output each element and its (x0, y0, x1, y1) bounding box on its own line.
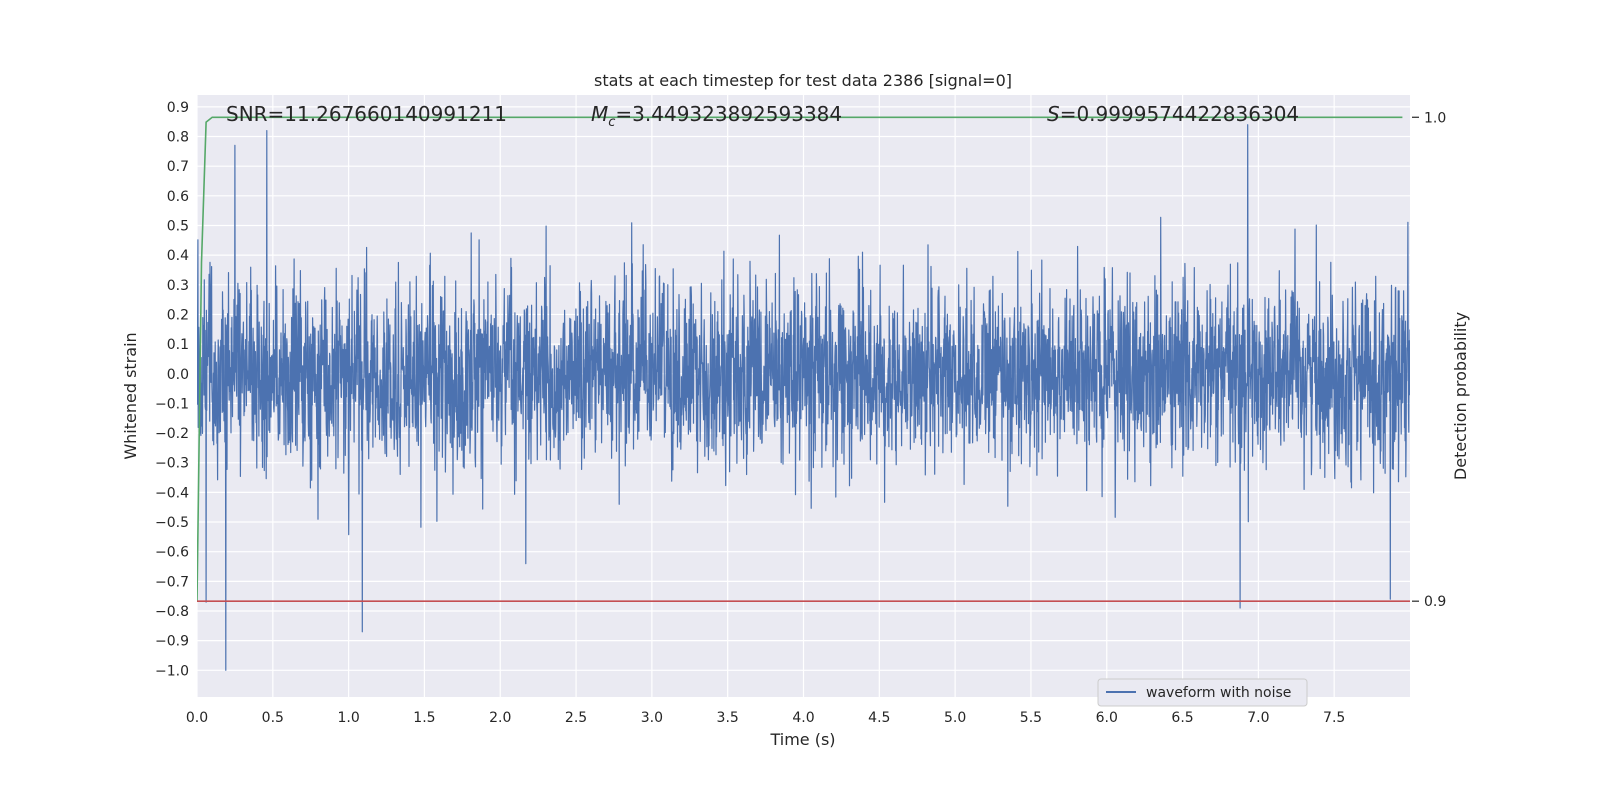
y-right-tick-label: 1.0 (1424, 110, 1446, 126)
x-tick-label: 3.5 (717, 710, 739, 726)
legend-label: waveform with noise (1146, 685, 1291, 701)
legend: waveform with noise (1097, 678, 1308, 707)
y-tick-label: 0.7 (167, 159, 189, 175)
series-waveform-with-noise (197, 124, 1410, 671)
y-tick-label: −0.9 (155, 634, 189, 650)
y-tick-label: −0.5 (155, 515, 189, 531)
x-tick-label: 7.0 (1247, 710, 1269, 726)
y-right-tick-label: 0.9 (1424, 594, 1446, 610)
y-tick-label: −0.3 (155, 456, 189, 472)
x-tick-label: 3.0 (641, 710, 663, 726)
legend-box (1097, 678, 1308, 707)
x-tick-label: 6.5 (1171, 710, 1193, 726)
y-tick-label: −0.1 (155, 396, 189, 412)
y-tick-label: −0.4 (155, 485, 189, 501)
x-tick-label: 7.5 (1323, 710, 1345, 726)
snr-annotation: SNR=11.267660140991211 (226, 102, 507, 126)
x-tick-label: 0.5 (262, 710, 284, 726)
y-tick-label: 0.3 (167, 278, 189, 294)
y-tick-label: 0.4 (167, 248, 189, 264)
y-tick-label: 0.0 (167, 367, 189, 383)
mc-annotation: Mc=3.449323892593384 (591, 102, 842, 130)
x-tick-label: 6.0 (1096, 710, 1118, 726)
series-layer (197, 116, 1410, 671)
y-tick-label: 0.2 (167, 307, 189, 323)
y-tick-label: −0.8 (155, 604, 189, 620)
x-tick-label: 5.5 (1020, 710, 1042, 726)
y-tick-label: 0.8 (167, 130, 189, 146)
x-axis-label: Time (s) (769, 730, 835, 749)
y-tick-label: −1.0 (155, 663, 189, 679)
chart-title: stats at each timestep for test data 238… (594, 71, 1012, 90)
y-tick-label: 0.1 (167, 337, 189, 353)
y-tick-label: 0.5 (167, 218, 189, 234)
x-tick-label: 1.5 (413, 710, 435, 726)
y-axis-label: Whitened strain (121, 332, 140, 459)
x-tick-label: 5.0 (944, 710, 966, 726)
y-tick-label: −0.2 (155, 426, 189, 442)
x-tick-label: 2.0 (489, 710, 511, 726)
series-green-line (197, 116, 1403, 602)
y-tick-label: −0.6 (155, 545, 189, 561)
ticks: 0.0 0.5 1.0 1.5 2.0 2.5 3.0 3.5 4.0 4.5 5.0 5.5 6.0 6… (155, 100, 1446, 726)
y-axis-label-right: Detection probability (1451, 312, 1470, 480)
x-tick-label: 4.0 (792, 710, 814, 726)
y-tick-label: 0.6 (167, 189, 189, 205)
x-tick-label: 0.0 (186, 710, 208, 726)
x-tick-label: 4.5 (868, 710, 890, 726)
y-tick-label: 0.9 (167, 100, 189, 116)
s-annotation: S=0.9999574422836304 (1047, 102, 1299, 126)
x-tick-label: 1.0 (337, 710, 359, 726)
x-tick-label: 2.5 (565, 710, 587, 726)
y-tick-label: −0.7 (155, 574, 189, 590)
